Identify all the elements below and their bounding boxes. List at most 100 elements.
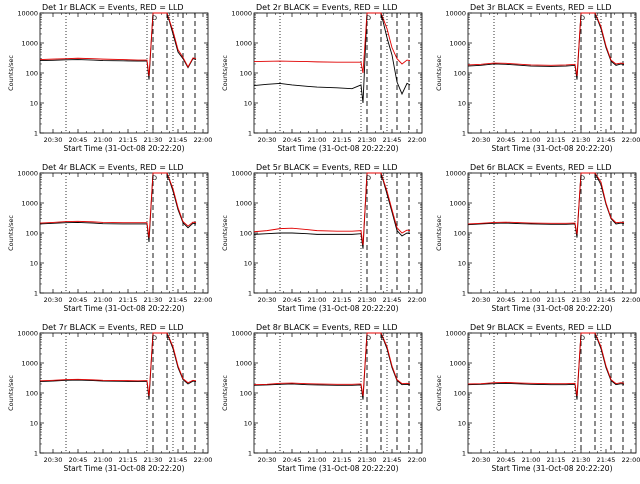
x-tick-label: 21:45 [383, 136, 402, 144]
y-axis-label: Counts/sec [221, 375, 229, 411]
annotation-label: E [380, 174, 384, 182]
x-tick-label: 21:00 [308, 296, 327, 304]
x-tick-label: 21:15 [119, 136, 138, 144]
x-tick-label: 21:45 [169, 456, 188, 464]
x-tick-label: 20:30 [44, 136, 63, 144]
series-line-lld [253, 172, 411, 246]
y-tick-label: 10 [458, 419, 466, 427]
x-tick-label: 22:00 [408, 296, 427, 304]
chart-title: Det 9r BLACK = Events, RED = LLD [470, 323, 612, 332]
x-tick-label: 21:00 [522, 296, 541, 304]
x-tick-label: 21:15 [547, 136, 566, 144]
x-tick-label: 22:00 [622, 456, 640, 464]
y-tick-label: 10 [244, 99, 252, 107]
chart-panel-2: Det 2r BLACK = Events, RED = LLD 1 10 100 10… [221, 3, 426, 153]
x-axis-label: Start Time (31-Oct-08 20:22:20) [277, 464, 398, 473]
y-tick-label: 100 [240, 389, 252, 397]
y-tick-label: 10 [30, 259, 38, 267]
series-line-lld [39, 332, 197, 396]
x-tick-label: 20:30 [44, 456, 63, 464]
annotation-label: D [580, 334, 585, 342]
chart-panel-9: Det 9r BLACK = Events, RED = LLD 1 10 100 10… [435, 323, 640, 473]
x-tick-label: 20:30 [258, 296, 277, 304]
y-axis-label: Counts/sec [221, 215, 229, 251]
x-tick-label: 20:45 [497, 296, 516, 304]
x-axis-label: Start Time (31-Oct-08 20:22:20) [491, 144, 612, 153]
x-tick-label: 22:00 [622, 136, 640, 144]
x-tick-label: 22:00 [194, 456, 213, 464]
x-tick-label: 22:00 [194, 296, 213, 304]
y-tick-label: 1000 [21, 199, 38, 207]
x-tick-label: 21:15 [119, 456, 138, 464]
y-tick-label: 1000 [21, 359, 38, 367]
annotation-label: E [594, 174, 598, 182]
y-tick-label: 100 [26, 69, 38, 77]
y-tick-label: 1 [248, 129, 252, 137]
y-axis-label: Counts/sec [435, 215, 443, 251]
x-axis-label: Start Time (31-Oct-08 20:22:20) [63, 464, 184, 473]
y-axis-label: Counts/sec [7, 215, 15, 251]
x-tick-label: 21:00 [522, 136, 541, 144]
x-axis-label: Start Time (31-Oct-08 20:22:20) [491, 464, 612, 473]
chart-panel-7: Det 7r BLACK = Events, RED = LLD 1 10 100 10… [7, 323, 212, 473]
y-tick-label: 10 [458, 99, 466, 107]
series-line-lld [467, 12, 625, 76]
y-tick-label: 1000 [235, 359, 252, 367]
annotation-label: E [380, 14, 384, 22]
y-axis-label: Counts/sec [7, 55, 15, 91]
annotation-label: E [166, 174, 170, 182]
y-axis-label: Counts/sec [7, 375, 15, 411]
annotation-label: D [152, 334, 157, 342]
x-tick-label: 22:00 [408, 456, 427, 464]
x-tick-label: 20:30 [258, 456, 277, 464]
annotation-label: E [166, 334, 170, 342]
x-tick-label: 21:15 [333, 136, 352, 144]
series-line-events [253, 12, 411, 104]
y-axis-label: Counts/sec [435, 55, 443, 91]
y-tick-label: 10 [458, 259, 466, 267]
series-line-lld [467, 332, 625, 396]
y-tick-label: 100 [454, 229, 466, 237]
series-line-lld [39, 12, 197, 76]
y-tick-label: 10000 [231, 329, 252, 337]
y-tick-label: 1000 [235, 199, 252, 207]
annotation-label: E [594, 334, 598, 342]
x-tick-label: 21:30 [358, 456, 377, 464]
y-tick-label: 10000 [231, 169, 252, 177]
x-tick-label: 22:00 [408, 136, 427, 144]
y-tick-label: 100 [454, 389, 466, 397]
chart-panel-1: Det 1r BLACK = Events, RED = LLD 1 10 100 10… [7, 3, 212, 153]
x-tick-label: 21:45 [169, 136, 188, 144]
chart-title: Det 3r BLACK = Events, RED = LLD [470, 3, 612, 12]
series-line-lld [253, 12, 411, 74]
annotation-label: D [366, 174, 371, 182]
x-tick-label: 21:45 [383, 456, 402, 464]
series-line-events [39, 172, 197, 243]
x-tick-label: 20:45 [283, 296, 302, 304]
series-line-lld [253, 332, 411, 396]
x-axis-label: Start Time (31-Oct-08 20:22:20) [63, 304, 184, 313]
y-tick-label: 1000 [449, 39, 466, 47]
y-tick-label: 1 [34, 289, 38, 297]
chart-title: Det 6r BLACK = Events, RED = LLD [470, 163, 612, 172]
x-tick-label: 21:15 [547, 456, 566, 464]
y-axis-label: Counts/sec [221, 55, 229, 91]
y-tick-label: 1000 [449, 199, 466, 207]
y-tick-label: 1 [462, 289, 466, 297]
x-tick-label: 21:15 [333, 456, 352, 464]
y-tick-label: 10 [244, 259, 252, 267]
x-tick-label: 21:30 [572, 296, 591, 304]
chart-panel-3: Det 3r BLACK = Events, RED = LLD 1 10 100 10… [435, 3, 640, 153]
x-tick-label: 21:45 [597, 136, 616, 144]
x-tick-label: 21:30 [144, 296, 163, 304]
annotation-label: E [380, 334, 384, 342]
x-tick-label: 20:45 [283, 456, 302, 464]
y-tick-label: 100 [454, 69, 466, 77]
x-tick-label: 20:30 [44, 296, 63, 304]
y-tick-label: 1 [34, 449, 38, 457]
x-tick-label: 21:15 [333, 296, 352, 304]
chart-panel-4: Det 4r BLACK = Events, RED = LLD 1 10 100 10… [7, 163, 212, 313]
annotation-label: D [580, 14, 585, 22]
